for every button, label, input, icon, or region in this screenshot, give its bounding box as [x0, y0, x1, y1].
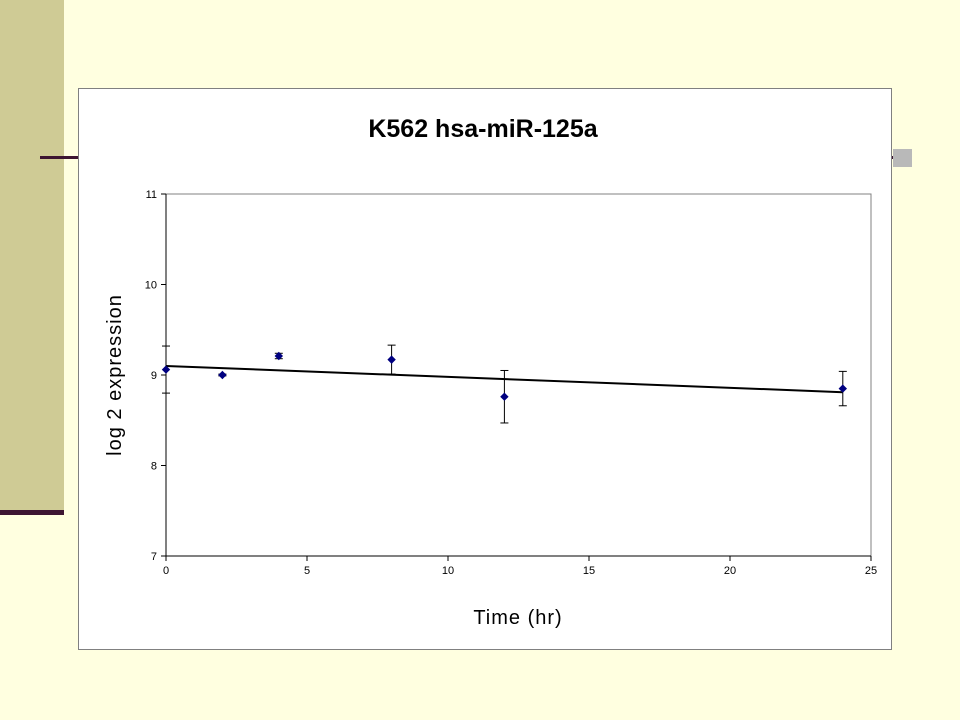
- error-bars: [162, 344, 847, 424]
- y-tick-label: 10: [145, 280, 157, 292]
- chart-container: K562 hsa-miR-125a 0 5 10 15 20 25 7 8 9 10 11 Tim…: [78, 88, 892, 650]
- x-tick-label: 15: [583, 565, 595, 577]
- title-divider-accent: [893, 149, 912, 167]
- data-point: [218, 370, 227, 380]
- y-tick-label: 8: [151, 461, 157, 473]
- x-tick-label: 10: [442, 565, 454, 577]
- data-points: [161, 351, 848, 401]
- sidebar-band: [0, 0, 64, 512]
- y-tick-label: 9: [151, 370, 157, 382]
- sidebar-divider: [0, 510, 64, 515]
- x-tick-label: 25: [865, 565, 877, 577]
- plot-area: [165, 193, 872, 557]
- data-point: [500, 392, 509, 401]
- x-axis-ticks: 0 5 10 15 20 25: [163, 556, 877, 577]
- data-point: [838, 384, 848, 393]
- chart-title: K562 hsa-miR-125a: [368, 115, 598, 143]
- data-point: [387, 355, 396, 364]
- scatter-chart: K562 hsa-miR-125a 0 5 10 15 20 25 7 8 9 10 11 Tim…: [104, 115, 877, 629]
- data-point: [161, 365, 171, 374]
- x-axis-title: Time (hr): [473, 607, 562, 629]
- y-tick-label: 7: [151, 551, 157, 563]
- y-axis-ticks: 7 8 9 10 11: [145, 189, 166, 563]
- data-point: [274, 351, 284, 361]
- y-axis-title: log 2 expression: [104, 294, 126, 456]
- x-tick-label: 0: [163, 565, 169, 577]
- y-tick-label: 11: [146, 189, 157, 201]
- x-tick-label: 5: [304, 565, 310, 577]
- x-tick-label: 20: [724, 565, 736, 577]
